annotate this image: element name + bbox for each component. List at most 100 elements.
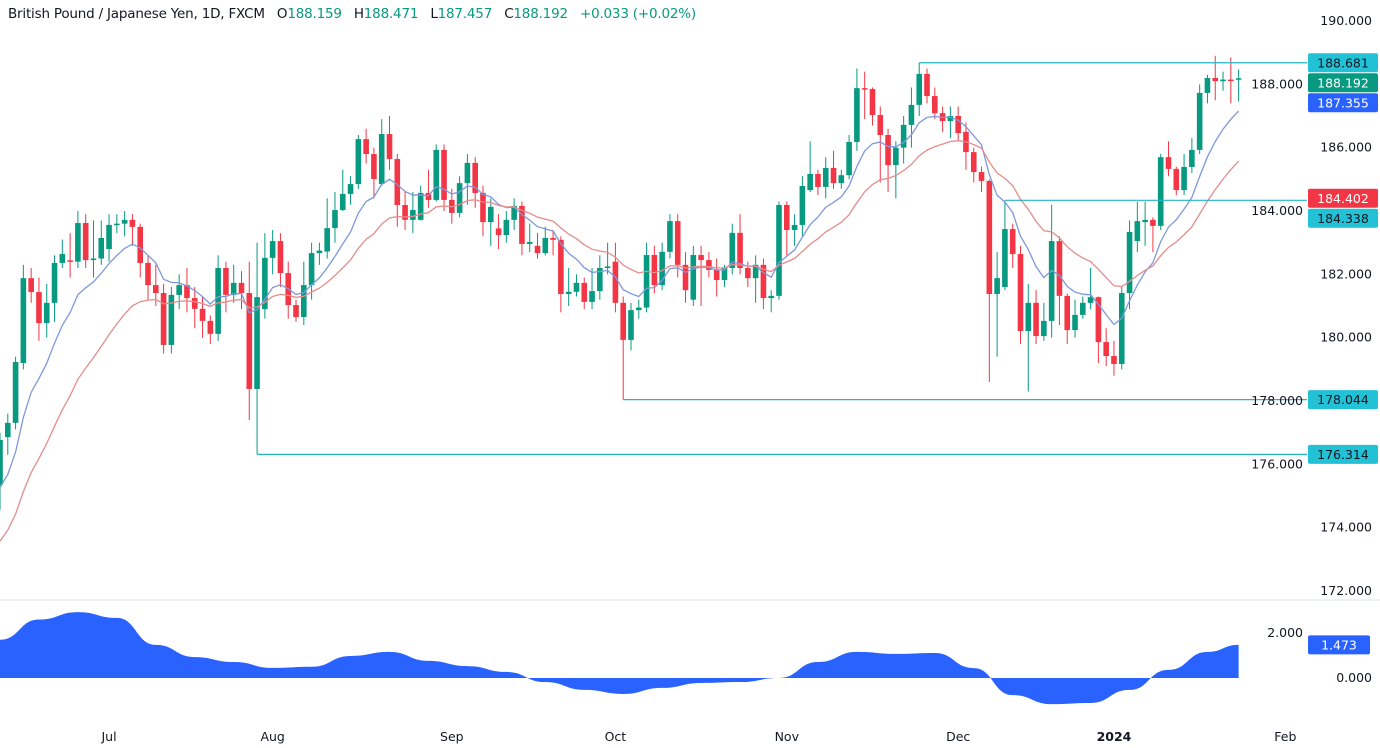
level-label-bg bbox=[1308, 390, 1378, 410]
candle bbox=[20, 264, 27, 370]
candle-body bbox=[612, 261, 619, 303]
ohlc-close: C188.192 bbox=[504, 6, 568, 22]
candle-body bbox=[978, 172, 985, 181]
candle bbox=[1033, 290, 1039, 344]
candle bbox=[324, 198, 330, 259]
candle bbox=[145, 255, 151, 300]
candle-body bbox=[67, 260, 73, 262]
candle bbox=[620, 296, 626, 400]
candle bbox=[628, 302, 634, 351]
moving-average-line-9 bbox=[0, 110, 1240, 488]
candle bbox=[542, 226, 549, 256]
candle-body bbox=[417, 192, 424, 220]
candle-body bbox=[519, 205, 525, 244]
candle-body bbox=[36, 292, 42, 324]
candle bbox=[269, 230, 276, 275]
price-tick-label: 172.000 bbox=[1320, 583, 1372, 598]
candle-body bbox=[90, 258, 97, 261]
level-label: 184.338 bbox=[1317, 211, 1369, 226]
candle bbox=[1056, 236, 1063, 325]
candle bbox=[1118, 287, 1125, 370]
candle-body bbox=[932, 96, 938, 114]
candle bbox=[597, 255, 603, 300]
candle bbox=[67, 233, 73, 278]
candle-body bbox=[713, 269, 720, 281]
candle-body bbox=[1002, 229, 1008, 287]
candle bbox=[861, 71, 868, 120]
candle bbox=[441, 144, 447, 211]
candle bbox=[371, 147, 377, 199]
candle-body bbox=[651, 255, 658, 286]
candle-body bbox=[620, 302, 626, 340]
candle bbox=[1189, 138, 1195, 173]
candle bbox=[939, 106, 946, 132]
candle-body bbox=[308, 253, 315, 286]
candle bbox=[511, 198, 517, 230]
candle bbox=[783, 201, 790, 256]
candle bbox=[690, 245, 697, 306]
candle bbox=[1181, 154, 1187, 196]
candle bbox=[854, 68, 860, 151]
level-label: 178.044 bbox=[1317, 392, 1369, 407]
candle-body bbox=[238, 282, 245, 294]
candle bbox=[191, 287, 198, 329]
candle bbox=[82, 214, 89, 268]
candle-body bbox=[1165, 157, 1172, 169]
candle-body bbox=[729, 232, 736, 268]
candle-body bbox=[1173, 168, 1180, 191]
candle-body bbox=[1009, 229, 1016, 255]
candle bbox=[378, 119, 385, 186]
candle bbox=[1002, 200, 1008, 291]
candle-body bbox=[854, 88, 860, 142]
candle bbox=[1126, 220, 1133, 310]
candle-body bbox=[386, 134, 393, 160]
candle-body bbox=[573, 282, 580, 292]
time-axis-label: Feb bbox=[1274, 729, 1296, 744]
candle-body bbox=[456, 183, 463, 213]
ohlc-change: +0.033 (+0.02%) bbox=[579, 6, 696, 22]
price-tick-label: 178.000 bbox=[1251, 393, 1303, 408]
candle-body bbox=[301, 285, 307, 318]
candle bbox=[924, 68, 930, 104]
candle bbox=[830, 150, 837, 189]
candle bbox=[916, 62, 923, 116]
candle bbox=[1228, 57, 1234, 104]
price-tick-label: 184.000 bbox=[1251, 203, 1303, 218]
candle bbox=[970, 147, 977, 183]
candle-body bbox=[145, 262, 151, 286]
candles bbox=[0, 55, 1242, 510]
candle bbox=[822, 157, 829, 199]
candle-body bbox=[1220, 79, 1226, 82]
candle bbox=[1072, 299, 1078, 338]
candle-body bbox=[550, 237, 556, 240]
candle-body bbox=[760, 264, 767, 299]
candle bbox=[838, 169, 845, 189]
candle-body bbox=[1103, 342, 1109, 357]
candle-body bbox=[472, 162, 478, 193]
candle bbox=[277, 233, 284, 287]
candle-body bbox=[223, 268, 229, 295]
candle bbox=[1087, 268, 1094, 310]
candle-body bbox=[635, 307, 642, 311]
candle bbox=[456, 176, 463, 218]
candle bbox=[659, 242, 665, 291]
candle bbox=[768, 290, 775, 313]
candle bbox=[425, 169, 432, 208]
candle-body bbox=[1118, 293, 1125, 364]
candle bbox=[978, 166, 985, 192]
candle bbox=[230, 264, 237, 303]
candle-body bbox=[1212, 78, 1219, 82]
candle bbox=[254, 242, 260, 455]
candle bbox=[682, 252, 689, 303]
candle-body bbox=[59, 254, 66, 263]
candle-body bbox=[153, 285, 159, 294]
candle-body bbox=[129, 219, 136, 227]
time-axis-label: 2024 bbox=[1097, 729, 1132, 744]
candle bbox=[495, 214, 502, 249]
candle-body bbox=[752, 264, 759, 279]
candle bbox=[238, 271, 245, 310]
candle-body bbox=[114, 223, 120, 226]
time-axis-label: Nov bbox=[775, 729, 800, 744]
candle-body bbox=[160, 293, 167, 345]
